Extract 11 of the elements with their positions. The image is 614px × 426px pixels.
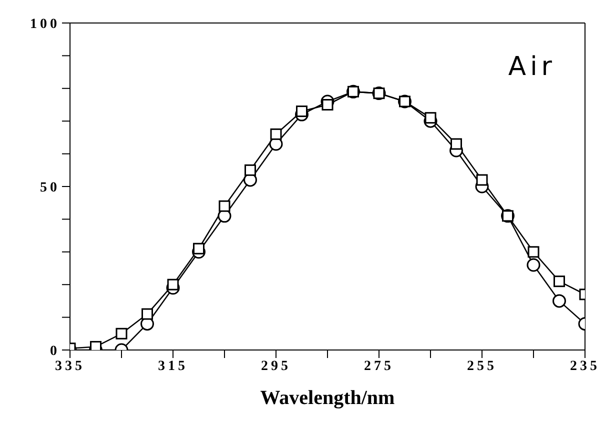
x-tick-label: 255 — [467, 358, 497, 374]
annotation: Air — [508, 52, 556, 82]
y-tick-label: 100 — [30, 16, 60, 32]
x-axis-title: Wavelength/nm — [260, 387, 396, 409]
x-tick-label: 335 — [55, 358, 85, 374]
x-tick-label: 295 — [261, 358, 291, 374]
y-tick-label: 50 — [40, 180, 60, 196]
x-tick-label: 315 — [158, 358, 188, 374]
x-tick-label: 275 — [364, 358, 394, 374]
y-tick-label: 0 — [50, 344, 60, 359]
x-tick-label: 235 — [570, 358, 600, 374]
